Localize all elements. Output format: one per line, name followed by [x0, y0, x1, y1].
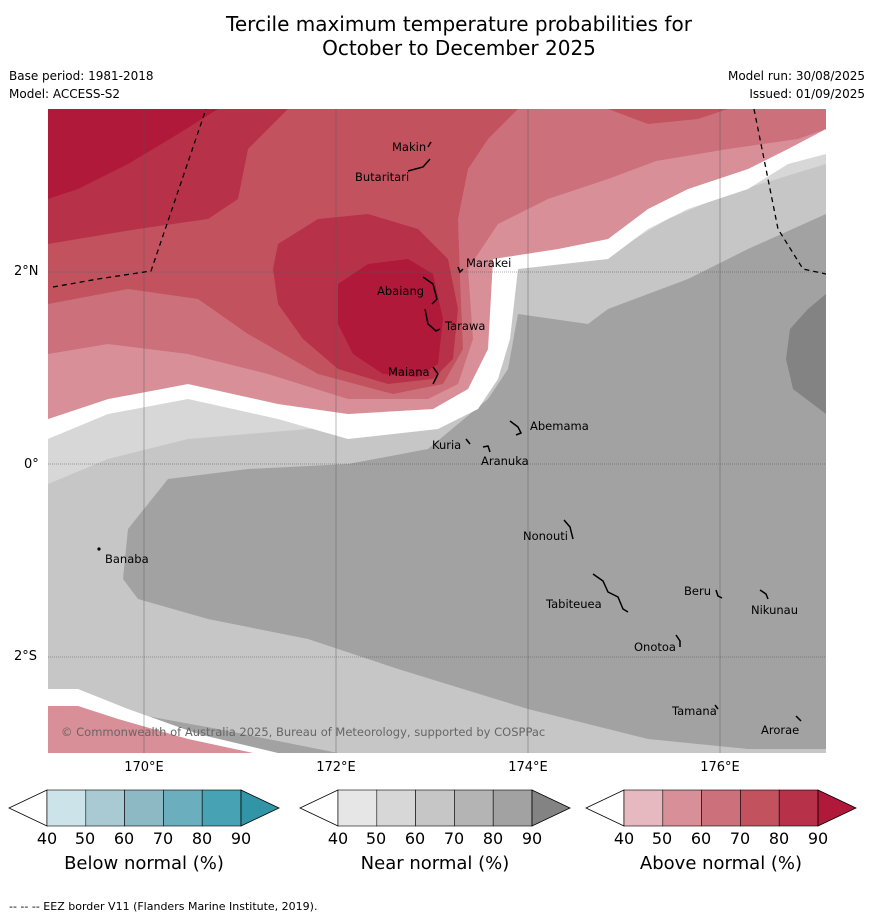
label-butaritari: Butaritari	[355, 170, 409, 184]
lon-label-174e: 174°E	[508, 760, 548, 775]
meta-right: Model run: 30/08/2025 Issued: 01/09/2025	[728, 67, 865, 103]
tick: 90	[230, 829, 252, 848]
region-above-normal-90	[48, 109, 218, 199]
tick: 50	[365, 829, 387, 848]
chart-title: Tercile maximum temperature probabilitie…	[0, 12, 873, 60]
colorbar-title-above: Above normal (%)	[639, 853, 803, 874]
tick: 80	[191, 829, 213, 848]
region-near-normal-50	[48, 109, 826, 753]
eez-border	[52, 109, 826, 288]
colorbar-segment	[124, 789, 164, 827]
colorbar-near-normal	[299, 789, 571, 827]
title-line-1: Tercile maximum temperature probabilitie…	[226, 12, 692, 36]
label-tarawa: Tarawa	[444, 319, 485, 333]
banaba-island	[97, 547, 101, 551]
model-run: Model run: 30/08/2025	[727, 69, 865, 83]
probability-map: Makin Butaritari Marakei Abaiang Tarawa …	[48, 109, 826, 753]
lon-label-170e: 170°E	[124, 760, 164, 775]
label-nonouti: Nonouti	[523, 529, 568, 543]
colorbar-extend-high	[817, 789, 857, 827]
tick: 80	[768, 829, 790, 848]
colorbar-title-below: Below normal (%)	[64, 853, 224, 874]
colorbar-segment	[454, 789, 494, 827]
tick: 40	[613, 829, 635, 848]
meta-left: Base period: 1981-2018 Model: ACCESS-S2	[9, 67, 154, 103]
region-top-right-pink	[568, 109, 826, 169]
label-tamana: Tamana	[671, 704, 717, 718]
colorbar-segment	[337, 789, 378, 827]
band-neutral-south	[48, 689, 278, 753]
issued-date: Issued: 01/09/2025	[749, 87, 865, 101]
colorbar-extend-low	[8, 789, 48, 827]
colorbar-extend-high	[240, 789, 280, 827]
label-banaba: Banaba	[105, 552, 149, 566]
label-tabiteuea: Tabiteuea	[545, 597, 602, 611]
label-abemama: Abemama	[530, 419, 589, 433]
tick: 70	[152, 829, 174, 848]
tick: 70	[443, 829, 465, 848]
label-aranuka: Aranuka	[481, 454, 529, 468]
colorbar-extend-low	[299, 789, 339, 827]
region-above-normal-south	[48, 706, 253, 753]
tick: 50	[74, 829, 96, 848]
colorbar-segment	[701, 789, 741, 827]
tick: 40	[36, 829, 58, 848]
colorbar-segment	[778, 789, 819, 827]
lon-label-176e: 176°E	[700, 760, 740, 775]
tick: 80	[482, 829, 504, 848]
footer-note: -- -- -- EEZ border V11 (Flanders Marine…	[9, 900, 318, 913]
label-nikunau: Nikunau	[751, 603, 798, 617]
lat-label-2n: 2°N	[14, 264, 39, 279]
label-marakei: Marakei	[466, 256, 511, 270]
colorbar-segment	[163, 789, 203, 827]
label-arorae: Arorae	[761, 723, 799, 737]
island-shapes	[407, 141, 802, 722]
meridians	[143, 109, 721, 753]
tick: 90	[521, 829, 543, 848]
label-abaiang: Abaiang	[377, 284, 424, 298]
tick: 60	[113, 829, 135, 848]
model-name: Model: ACCESS-S2	[9, 87, 121, 101]
colorbar-segment	[376, 789, 416, 827]
label-beru: Beru	[684, 584, 711, 598]
colorbar-segment	[623, 789, 664, 827]
lat-label-2s: 2°S	[14, 649, 38, 664]
colorbar-segment	[85, 789, 125, 827]
label-makin: Makin	[392, 140, 426, 154]
colorbar-below-normal	[8, 789, 280, 827]
band-neutral	[48, 129, 826, 439]
tick: 40	[327, 829, 349, 848]
region-above-normal-90-center	[338, 259, 443, 377]
tick: 90	[807, 829, 829, 848]
label-maiana: Maiana	[388, 365, 430, 379]
tick: 70	[729, 829, 751, 848]
region-near-normal-70	[786, 294, 826, 414]
copyright-note: © Commonwealth of Australia 2025, Bureau…	[61, 725, 545, 739]
colorbar-above-normal	[585, 789, 857, 827]
base-period: Base period: 1981-2018	[9, 69, 154, 83]
colorbar-title-near: Near normal (%)	[360, 853, 510, 874]
label-kuria: Kuria	[432, 438, 461, 452]
label-onotoa: Onotoa	[634, 640, 676, 654]
colorbar-segment	[46, 789, 87, 827]
colorbar-segment	[201, 789, 242, 827]
colorbar-segment	[662, 789, 702, 827]
tick: 60	[404, 829, 426, 848]
lon-label-172e: 172°E	[316, 760, 356, 775]
tick: 50	[651, 829, 673, 848]
colorbar-extend-low	[585, 789, 625, 827]
graticule	[48, 271, 826, 658]
colorbar-extend-high	[531, 789, 571, 827]
title-line-2: October to December 2025	[322, 36, 596, 60]
colorbar-segment	[415, 789, 455, 827]
region-top-right-red	[608, 109, 728, 124]
tick: 60	[690, 829, 712, 848]
colorbar-segment	[740, 789, 780, 827]
lat-label-0: 0°	[24, 457, 39, 472]
place-labels: Makin Butaritari Marakei Abaiang Tarawa …	[105, 140, 799, 737]
colorbar-segment	[492, 789, 533, 827]
